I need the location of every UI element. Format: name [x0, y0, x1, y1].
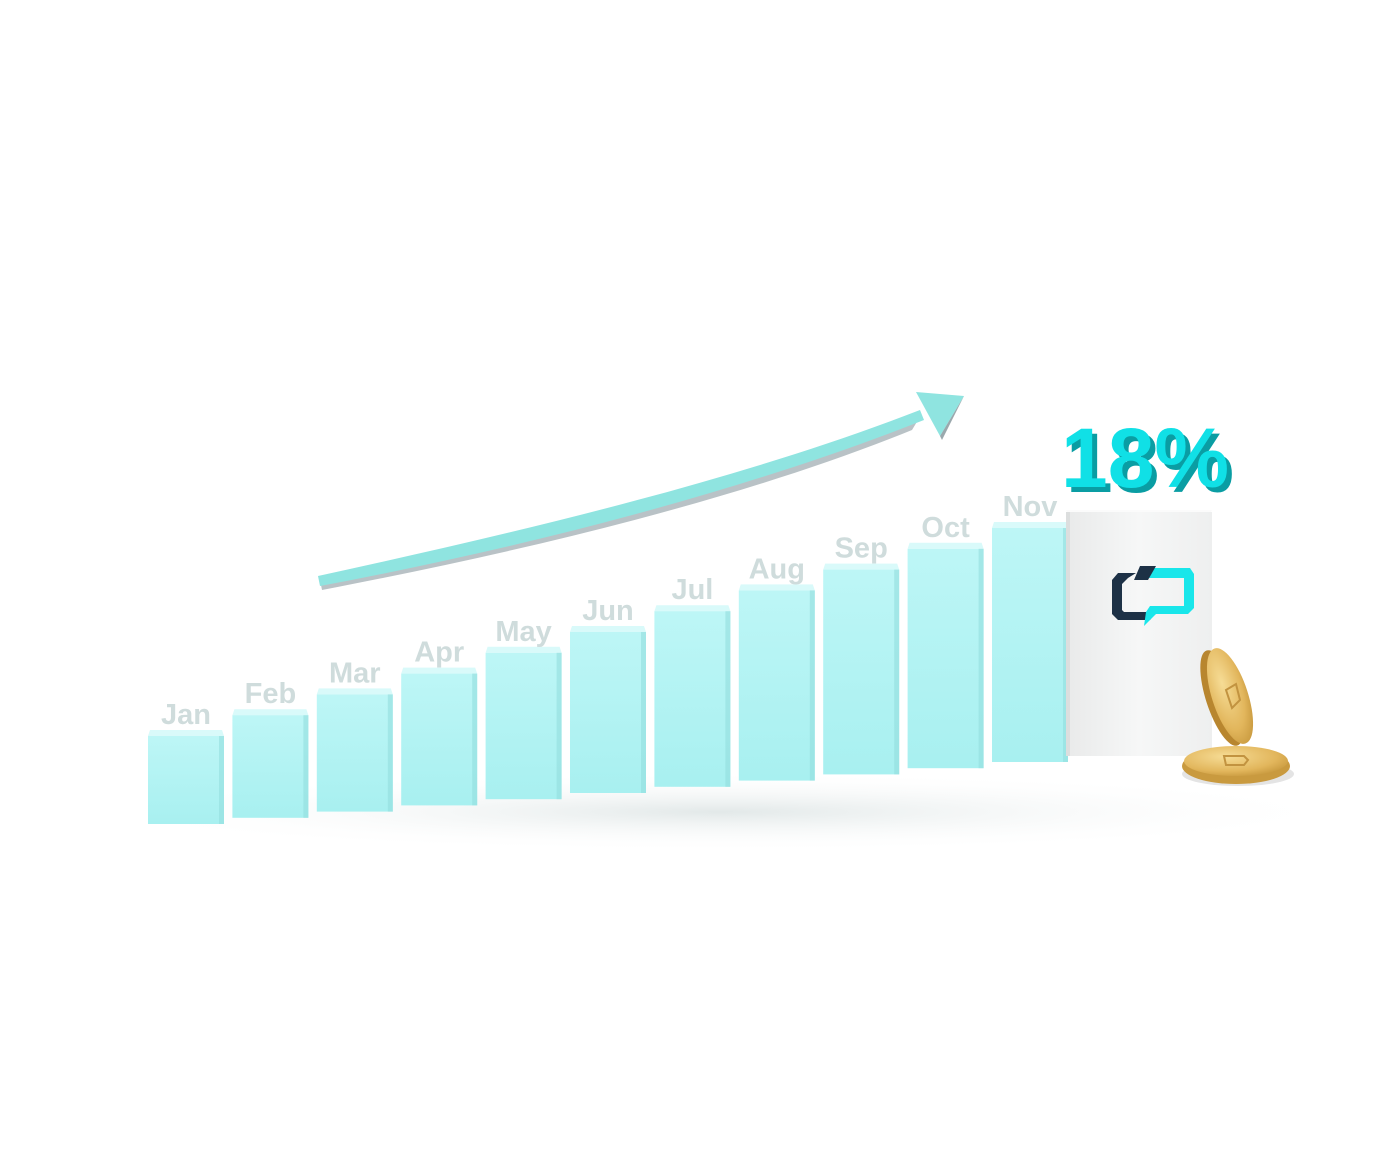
bar-may: May [485, 616, 562, 800]
bar-front [485, 652, 562, 800]
bar-sep: Sep [823, 533, 900, 775]
coin-flat-emblem [1222, 755, 1250, 766]
coin-standing-face [1206, 648, 1254, 744]
bar-top [148, 730, 224, 736]
bar-side [387, 694, 393, 812]
bar-top [823, 563, 900, 570]
bar-top [232, 709, 309, 716]
bar-front [738, 590, 815, 781]
bar-side [641, 632, 646, 793]
bar-jul: Jul [654, 574, 731, 787]
coin-flat-face [1184, 746, 1288, 776]
bar-top [316, 688, 393, 695]
bars-group: Jan Feb Mar Apr May Jun Jul Aug Sep Oct Nov [148, 491, 1068, 824]
trend-arrow-head [916, 392, 964, 436]
bar-side [894, 569, 900, 775]
highlight-box [1066, 510, 1212, 756]
month-label-feb: Feb [245, 678, 297, 710]
month-label-sep: Sep [835, 533, 888, 565]
bar-front [654, 611, 731, 787]
bar-jan: Jan [148, 699, 224, 824]
bar-oct: Oct [907, 512, 984, 769]
trend-arrow-shaft [318, 410, 924, 586]
trend-arrow [318, 392, 964, 590]
month-label-apr: Apr [414, 637, 464, 669]
bar-front [992, 528, 1068, 762]
highlight-box-edge [1066, 512, 1070, 756]
trend-arrow-head-shade [940, 396, 964, 440]
bar-front [148, 736, 224, 824]
bar-side [219, 736, 224, 824]
month-label-oct: Oct [921, 512, 970, 544]
bar-top [485, 646, 562, 653]
bar-side [556, 652, 562, 800]
bar-top [992, 522, 1068, 528]
month-label-may: May [495, 616, 551, 648]
bar-side [725, 611, 731, 787]
bar-front [316, 694, 393, 812]
month-label-jun: Jun [582, 595, 634, 627]
bar-top [654, 605, 731, 612]
bar-feb: Feb [232, 678, 309, 818]
percent-label: 18% [1061, 411, 1229, 505]
month-label-aug: Aug [749, 553, 805, 585]
percent-label-shadow: 18% [1066, 416, 1234, 510]
bar-side [1063, 528, 1068, 762]
bar-front [232, 715, 309, 818]
bar-top [907, 542, 984, 549]
month-label-nov: Nov [1003, 491, 1058, 523]
bar-side [472, 673, 478, 806]
bar-jun: Jun [570, 595, 646, 793]
bar-mar: Mar [316, 657, 393, 812]
coin-standing-emblem [1224, 682, 1242, 710]
brand-logo-icon [1112, 566, 1194, 626]
bar-side [303, 715, 309, 818]
month-label-mar: Mar [329, 657, 381, 689]
bar-front [570, 632, 646, 793]
bar-top [401, 667, 478, 674]
bar-front [401, 673, 478, 806]
bar-aug: Aug [738, 553, 815, 781]
highlight-box-front [1066, 512, 1212, 756]
bar-nov: Nov [992, 491, 1068, 762]
month-label-jul: Jul [671, 574, 713, 606]
floor-shadow [80, 772, 1360, 852]
month-label-jan: Jan [161, 699, 211, 731]
bar-side [809, 590, 815, 781]
bar-top [570, 626, 646, 632]
bar-front [823, 569, 900, 775]
bar-side [978, 548, 984, 769]
bar-apr: Apr [401, 637, 478, 806]
coin-icon [1182, 648, 1294, 786]
bar-front [907, 548, 984, 769]
bar-top [738, 584, 815, 591]
percent-label-group: 18% 18% [1061, 411, 1234, 510]
